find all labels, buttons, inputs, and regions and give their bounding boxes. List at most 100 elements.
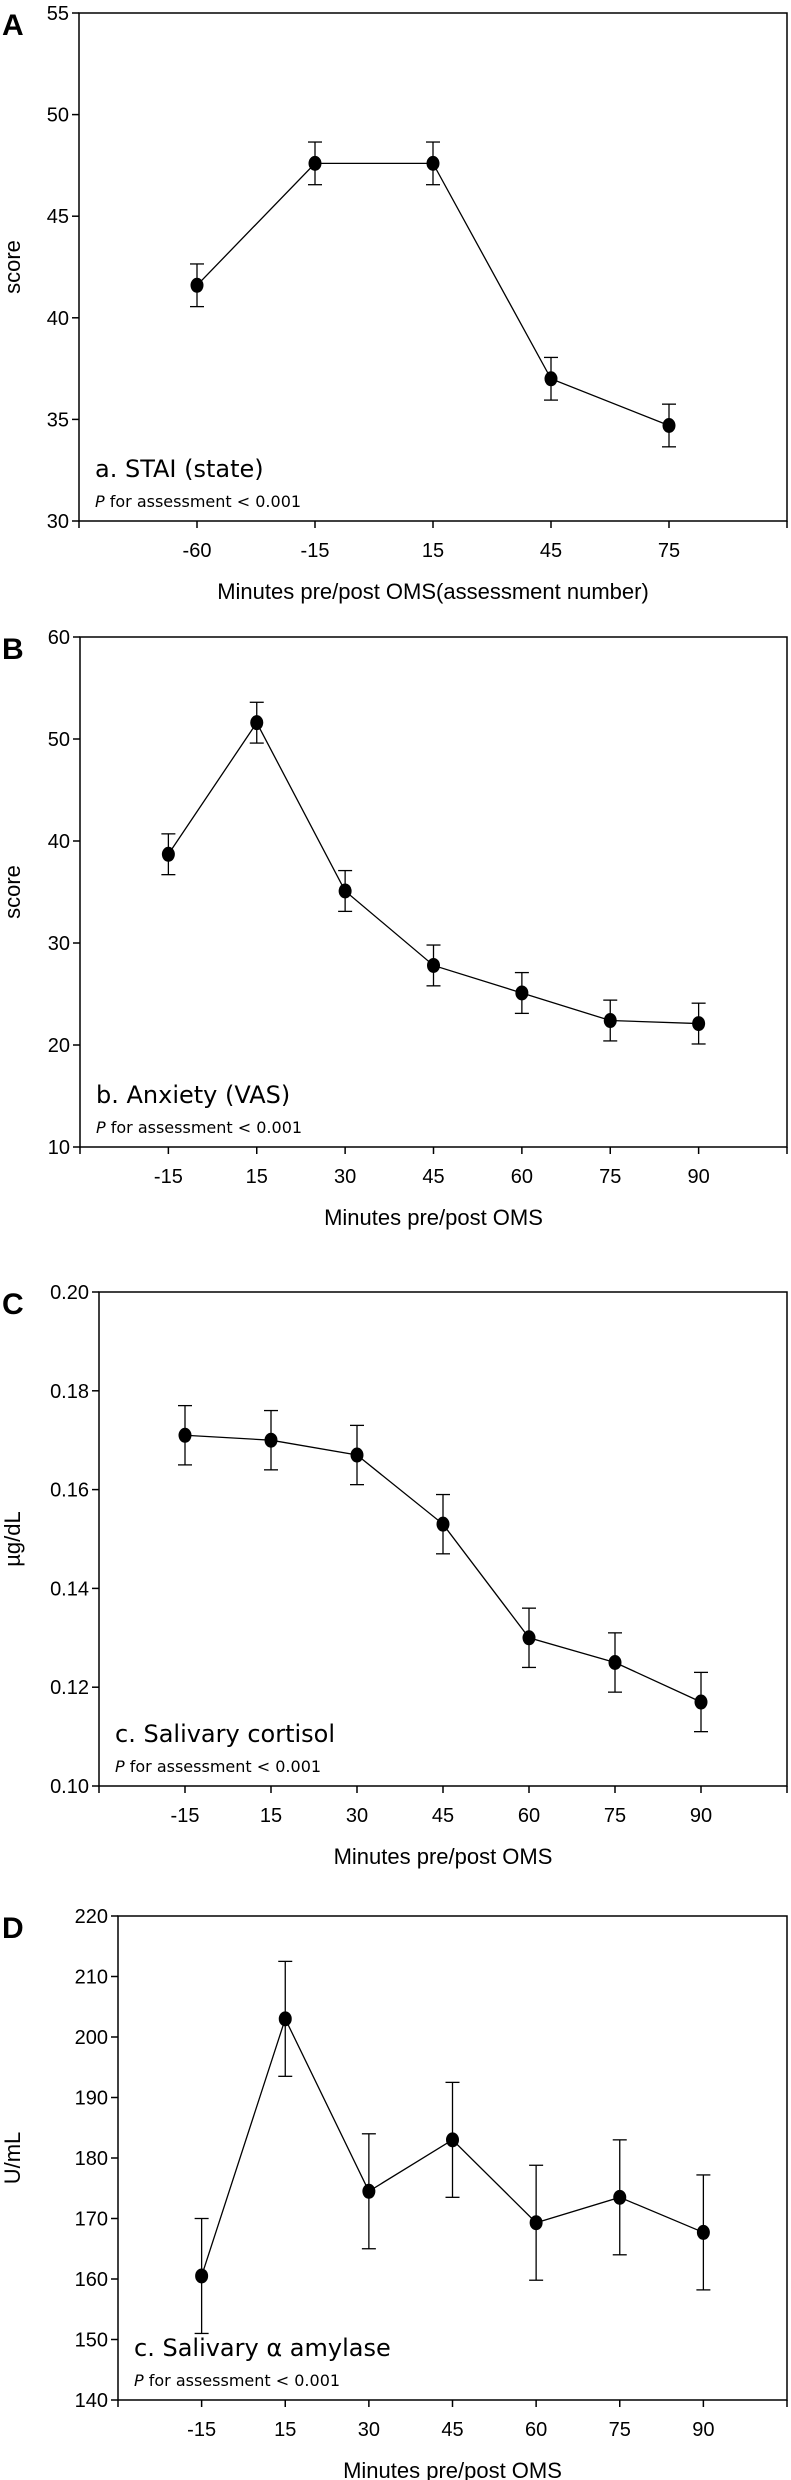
data-point	[264, 1432, 278, 1448]
x-tick-label: 60	[525, 2419, 547, 2441]
x-axis-label: Minutes pre/post OMS	[334, 1844, 553, 1869]
panel-title: c. Salivary cortisol	[115, 1720, 335, 1748]
x-tick-label: 45	[441, 2419, 463, 2441]
plot-frame	[78, 12, 788, 522]
data-point	[190, 277, 204, 293]
panel-title: c. Salivary α amylase	[134, 2334, 391, 2362]
data-point	[250, 715, 264, 731]
panel-letter: C	[2, 1288, 24, 1321]
y-tick-label: 40	[48, 831, 70, 853]
p-text: for assessment < 0.001	[106, 1118, 302, 1137]
y-tick-label: 55	[47, 3, 69, 25]
data-point	[608, 1655, 622, 1670]
x-axis-label: Minutes pre/post OMS(assessment number)	[217, 579, 649, 604]
data-point	[544, 371, 558, 387]
x-tick-label: 60	[518, 1805, 540, 1827]
y-axis-label: U/mL	[0, 2132, 25, 2185]
x-tick-label: -15	[154, 1166, 183, 1188]
y-tick-label: 30	[47, 511, 69, 533]
x-tick-label: 30	[346, 1805, 368, 1827]
panel-title: b. Anxiety (VAS)	[96, 1081, 290, 1109]
data-point	[161, 846, 175, 862]
data-point	[362, 2183, 376, 2199]
y-tick-label: 0.12	[50, 1677, 89, 1699]
x-tick-label: 75	[609, 2419, 631, 2441]
x-tick-label: 90	[690, 1805, 712, 1827]
panel-letter: B	[2, 633, 24, 666]
series-line	[184, 1434, 702, 1703]
panel-letter: A	[2, 9, 24, 42]
y-tick-label: 35	[47, 409, 69, 431]
data-point	[350, 1447, 364, 1463]
series-line	[196, 162, 670, 427]
panel-letter: D	[2, 1912, 24, 1945]
p-symbol: P	[95, 492, 105, 511]
x-tick-label: 15	[260, 1805, 282, 1827]
data-point	[529, 2215, 543, 2231]
panel-b: B 10 20 30 40 50 60 -15 15 30 45 60 75 90 Minutes pre/…	[0, 627, 788, 1230]
x-tick-label: -15	[187, 2419, 216, 2441]
x-tick-label: 15	[246, 1166, 268, 1188]
y-tick-label: 210	[75, 1967, 108, 1989]
y-tick-label: 20	[48, 1035, 70, 1057]
data-point	[308, 155, 322, 171]
y-tick-label: 10	[48, 1137, 70, 1159]
y-tick-label: 45	[47, 206, 69, 228]
data-point	[278, 2011, 292, 2027]
x-tick-label: 45	[432, 1805, 454, 1827]
data-point	[613, 2189, 627, 2205]
data-point	[338, 883, 352, 899]
data-point	[694, 1694, 708, 1710]
y-tick-label: 180	[75, 2148, 108, 2170]
data-point	[436, 1516, 450, 1532]
x-tick-label: -15	[171, 1805, 200, 1827]
p-symbol: P	[96, 1118, 106, 1137]
y-axis-label: score	[0, 240, 25, 294]
x-tick-label: 45	[422, 1166, 444, 1188]
y-axis-label: µg/dL	[0, 1511, 25, 1567]
x-tick-label: 90	[692, 2419, 714, 2441]
panel-c: C 0.10 0.12 0.14 0.16 0.18 0.20 -15 15 30 45 60 75 90…	[0, 1282, 788, 1869]
p-symbol: P	[134, 2371, 144, 2390]
panel-title: a. STAI (state)	[95, 455, 264, 483]
x-axis-label: Minutes pre/post OMS	[324, 1205, 543, 1230]
data-point	[195, 2268, 209, 2284]
p-value-note: P for assessment < 0.001	[96, 1118, 302, 1137]
y-tick-label: 0.16	[50, 1480, 89, 1502]
p-value-note: P for assessment < 0.001	[95, 492, 301, 511]
p-text: for assessment < 0.001	[125, 1757, 321, 1776]
p-value-note: P for assessment < 0.001	[115, 1757, 321, 1776]
x-tick-label: 75	[658, 540, 680, 562]
p-text: for assessment < 0.001	[105, 492, 301, 511]
data-point	[426, 155, 440, 171]
data-point	[522, 1630, 536, 1646]
y-tick-label: 150	[75, 2330, 108, 2352]
data-point	[178, 1427, 192, 1443]
y-tick-label: 140	[75, 2390, 108, 2412]
panel-a: A 30 35 40 45 50 55 -60 -15 15 45 75 Minutes pre/pos…	[0, 3, 788, 604]
x-tick-label: 90	[688, 1166, 710, 1188]
panel-d: D 140 150 160 170 180 190 200 210 220 -15 15 30 45 60 7…	[0, 1906, 788, 2480]
y-tick-label: 60	[48, 627, 70, 649]
x-tick-label: 30	[358, 2419, 380, 2441]
data-point	[603, 1013, 617, 1029]
x-tick-label: 60	[511, 1166, 533, 1188]
y-tick-label: 160	[75, 2269, 108, 2291]
y-tick-label: 190	[75, 2088, 108, 2110]
x-axis-label: Minutes pre/post OMS	[343, 2458, 562, 2480]
x-tick-label: 75	[604, 1805, 626, 1827]
x-tick-label: 30	[334, 1166, 356, 1188]
y-tick-label: 30	[48, 933, 70, 955]
data-point	[446, 2132, 459, 2148]
y-tick-label: 170	[75, 2209, 108, 2231]
x-tick-label: 75	[599, 1166, 621, 1188]
y-tick-label: 0.10	[50, 1776, 89, 1798]
y-tick-label: 50	[47, 105, 69, 127]
x-tick-label: 15	[422, 540, 444, 562]
y-tick-label: 0.20	[50, 1282, 89, 1304]
data-point	[515, 985, 529, 1001]
plot-frame	[79, 636, 788, 1148]
p-symbol: P	[115, 1757, 125, 1776]
p-text: for assessment < 0.001	[144, 2371, 340, 2390]
